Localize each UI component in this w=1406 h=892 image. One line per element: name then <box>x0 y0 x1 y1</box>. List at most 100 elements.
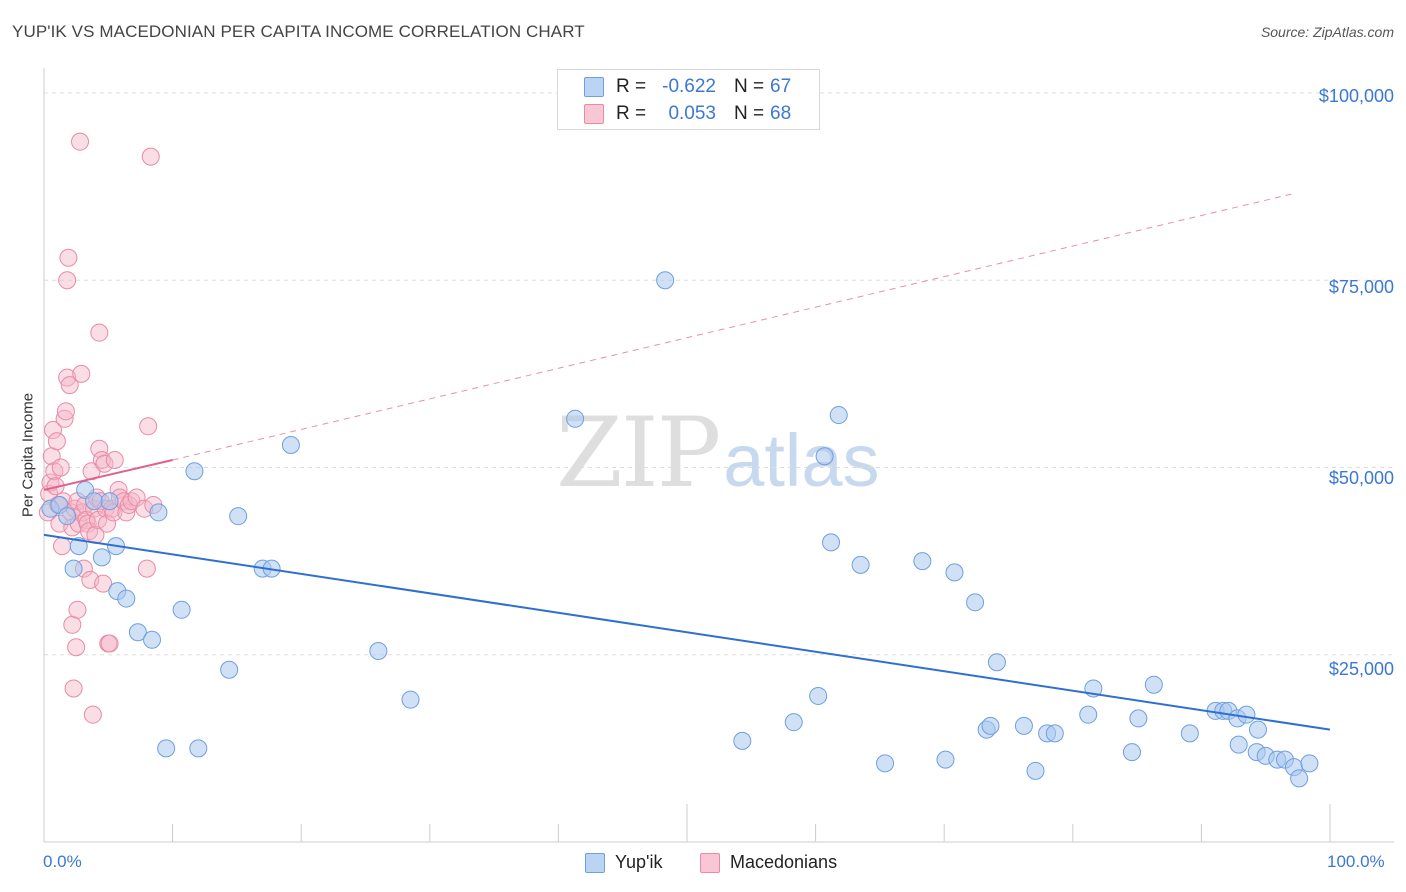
axis-layer <box>43 68 1394 843</box>
legend-label-yupik: Yup'ik <box>615 852 663 872</box>
macedonians-point <box>105 451 124 469</box>
yupik-point <box>1237 705 1256 724</box>
n-label: N = <box>734 103 765 124</box>
yupik-trend-line <box>43 533 1331 731</box>
legend-swatch-macedonians <box>700 852 720 873</box>
macedonians-point <box>64 679 83 698</box>
yupik-point <box>936 750 955 769</box>
yupik-point <box>829 406 848 425</box>
correlation-stats-box: R = -0.622 N = 67 R = 0.053 N = 68 <box>557 69 820 130</box>
yupik-point <box>401 690 420 709</box>
r-label: R = <box>616 103 647 124</box>
yupik-point <box>1079 705 1098 724</box>
yupik-point <box>913 552 932 571</box>
yupik-point <box>85 492 104 511</box>
macedonians-point <box>68 600 87 619</box>
macedonians-swatch <box>584 104 604 124</box>
y-tick-label: $50,000 <box>1328 468 1394 488</box>
macedonians-point <box>47 432 66 451</box>
yupik-points <box>41 271 1319 788</box>
macedonians-point <box>90 323 109 342</box>
macedonians-point <box>56 402 75 421</box>
macedonians-point <box>94 574 113 593</box>
yupik-point <box>851 555 870 574</box>
yupik-point <box>1300 754 1319 773</box>
yupik-point <box>369 642 388 660</box>
legend-item-yupik[interactable]: Yup'ik <box>585 852 662 873</box>
watermark: ZIPatlas <box>556 405 880 502</box>
macedonians-trend-extension <box>172 193 1292 461</box>
y-tick-label: $75,000 <box>1328 277 1394 297</box>
yupik-point <box>1229 735 1248 754</box>
r-value: -0.622 <box>662 76 716 97</box>
macedonians-point <box>139 417 158 436</box>
n-value: 68 <box>770 103 792 124</box>
yupik-point <box>64 559 83 578</box>
macedonians-point <box>59 248 78 267</box>
yupik-point <box>733 731 752 750</box>
yupik-point <box>1129 709 1148 728</box>
yupik-point <box>149 503 168 522</box>
macedonians-point <box>83 705 102 724</box>
yupik-point <box>220 660 239 679</box>
macedonians-point <box>55 409 74 428</box>
n-label: N = <box>734 76 765 97</box>
macedonians-point <box>44 421 63 440</box>
chart-title: YUP'IK VS MACEDONIAN PER CAPITA INCOME C… <box>12 22 585 41</box>
yupik-point <box>656 271 675 290</box>
y-tick-label: $100,000 <box>1318 86 1394 106</box>
yupik-point <box>229 507 248 526</box>
yupik-point <box>981 716 1000 735</box>
macedonians-point <box>72 364 91 383</box>
yupik-swatch <box>584 77 604 97</box>
macedonians-point <box>71 132 90 151</box>
legend-label-macedonians: Macedonians <box>730 852 838 872</box>
yupik-point <box>566 409 585 428</box>
macedonians-point <box>58 271 77 290</box>
yupik-point <box>143 630 162 649</box>
watermark-atlas: atlas <box>723 419 880 502</box>
yupik-point <box>1026 761 1045 780</box>
yupik-point <box>58 507 77 526</box>
yupik-point <box>784 713 803 732</box>
yupik-point <box>1248 720 1267 739</box>
macedonians-point <box>100 634 119 653</box>
trend-lines <box>43 193 1331 731</box>
yupik-point <box>189 739 208 758</box>
yupik-point <box>128 623 147 642</box>
yupik-point <box>1122 743 1141 762</box>
yupik-point <box>1014 716 1033 735</box>
source-credit: Source: ZipAtlas.com <box>1260 24 1394 40</box>
macedonians-point <box>137 559 156 578</box>
n-value: 67 <box>770 76 792 97</box>
yupik-point <box>69 537 88 556</box>
yupik-point <box>822 533 841 552</box>
yupik-point <box>1180 724 1199 743</box>
yupik-point <box>172 600 191 619</box>
yupik-point <box>1290 769 1309 788</box>
yupik-point <box>185 462 204 481</box>
x-tick-label-max: 100.0% <box>1327 852 1385 871</box>
yupik-point <box>281 436 300 455</box>
macedonians-point <box>63 615 82 634</box>
yupik-point <box>1144 675 1163 694</box>
macedonians-point <box>117 503 136 522</box>
macedonians-point <box>67 638 86 657</box>
r-label: R = <box>616 76 647 97</box>
yupik-point <box>966 593 985 612</box>
yupik-point <box>815 447 834 466</box>
macedonians-point <box>51 458 70 477</box>
macedonians-point <box>60 376 79 395</box>
macedonians-point <box>53 537 72 556</box>
macedonians-point <box>58 368 77 387</box>
yupik-point <box>809 686 828 705</box>
yupik-point <box>876 754 895 773</box>
yupik-point <box>945 563 964 582</box>
macedonians-point <box>95 454 114 473</box>
legend-item-macedonians[interactable]: Macedonians <box>700 852 837 873</box>
y-tick-label: $25,000 <box>1328 659 1394 679</box>
grid-layer <box>44 92 1394 656</box>
r-value: 0.053 <box>668 103 716 124</box>
yupik-point <box>157 739 176 758</box>
